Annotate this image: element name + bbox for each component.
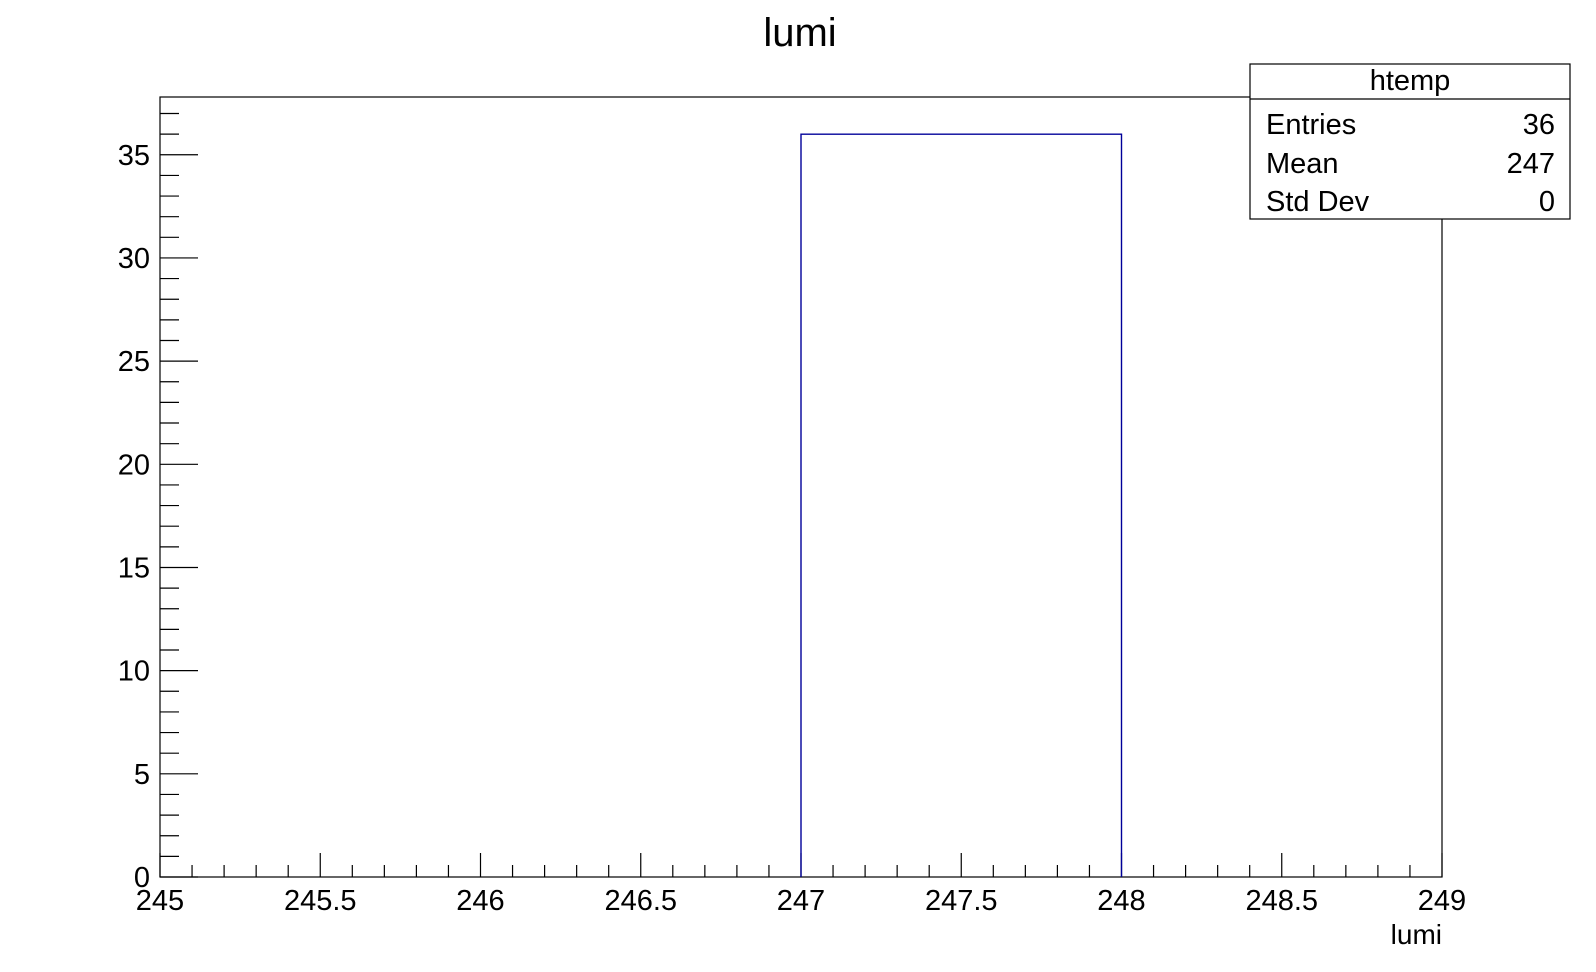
y-axis-tick-labels: 0 5 10 15 20 25 30 35 [118, 140, 150, 894]
y-tick-label: 35 [118, 140, 150, 172]
y-tick-label: 25 [118, 346, 150, 378]
stats-mean-label: Mean [1266, 148, 1339, 180]
x-tick-label: 245.5 [284, 885, 357, 917]
histogram-bin [800, 133, 1123, 877]
x-tick-label: 249 [1418, 885, 1466, 917]
stats-box: htemp Entries 36 Mean 247 Std Dev 0 [1249, 63, 1571, 220]
stats-stddev-label: Std Dev [1266, 186, 1370, 218]
x-axis-tick-labels: 245 245.5 246 246.5 247 247.5 248 248.5 249 [136, 885, 1466, 917]
x-tick-label: 247.5 [925, 885, 998, 917]
chart-title: lumi [763, 11, 836, 55]
stats-box-frame [1249, 63, 1571, 220]
x-tick-label: 247 [777, 885, 825, 917]
x-axis-title: lumi [1391, 919, 1442, 950]
histogram-bins [800, 133, 1123, 877]
y-tick-label: 15 [118, 552, 150, 584]
stats-box-name: htemp [1370, 65, 1451, 97]
y-tick-label: 20 [118, 449, 150, 481]
y-tick-label: 30 [118, 243, 150, 275]
y-tick-label: 10 [118, 656, 150, 688]
y-tick-label: 5 [134, 759, 150, 791]
stats-entries-value: 36 [1523, 109, 1555, 141]
stats-entries-label: Entries [1266, 109, 1356, 141]
stats-stddev-value: 0 [1539, 186, 1555, 218]
x-tick-label: 246.5 [604, 885, 677, 917]
stats-mean-value: 247 [1507, 148, 1555, 180]
x-tick-label: 245 [136, 885, 184, 917]
y-tick-label: 0 [134, 862, 150, 894]
x-tick-label: 246 [456, 885, 504, 917]
x-tick-label: 248.5 [1245, 885, 1318, 917]
x-tick-label: 248 [1097, 885, 1145, 917]
